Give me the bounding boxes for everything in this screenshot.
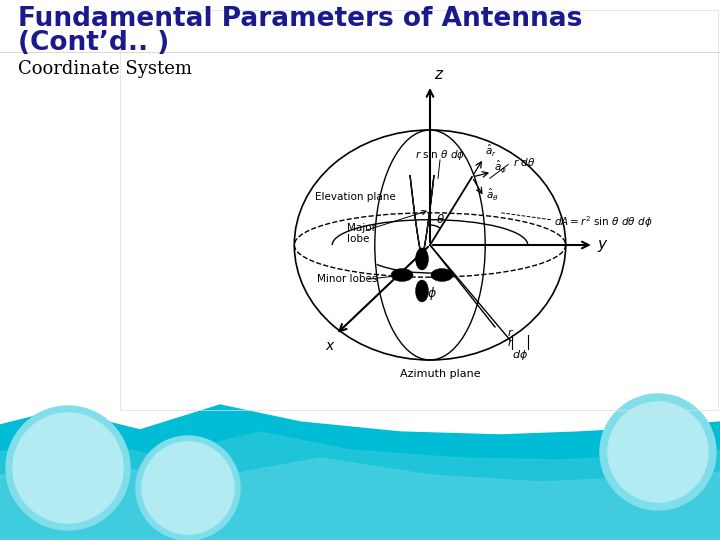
Circle shape <box>13 413 123 523</box>
Polygon shape <box>0 458 720 540</box>
Polygon shape <box>0 405 720 540</box>
Bar <box>120 10 718 410</box>
Circle shape <box>142 442 234 534</box>
Text: $\phi$: $\phi$ <box>427 285 437 302</box>
Circle shape <box>6 406 130 530</box>
Text: $d\phi$: $d\phi$ <box>512 348 528 362</box>
Text: Elevation plane: Elevation plane <box>315 192 396 202</box>
Text: Fundamental Parameters of Antennas: Fundamental Parameters of Antennas <box>18 6 582 32</box>
Text: Minor lobes: Minor lobes <box>318 274 378 285</box>
Text: $\hat{a}_r$: $\hat{a}_r$ <box>485 143 496 159</box>
Text: Coordinate System: Coordinate System <box>18 60 192 78</box>
Text: x: x <box>325 339 333 353</box>
Ellipse shape <box>415 248 428 270</box>
Text: y: y <box>598 238 607 253</box>
Circle shape <box>600 394 716 510</box>
Polygon shape <box>410 175 434 257</box>
Polygon shape <box>0 432 720 540</box>
Text: $\theta$: $\theta$ <box>436 213 445 226</box>
Text: z: z <box>434 67 442 82</box>
Text: r: r <box>508 328 513 338</box>
Text: Azimuth plane: Azimuth plane <box>400 369 480 379</box>
Bar <box>120 10 720 410</box>
Text: $\hat{a}_\phi$: $\hat{a}_\phi$ <box>494 158 507 175</box>
Circle shape <box>136 436 240 540</box>
Ellipse shape <box>391 268 413 281</box>
Text: (Cont’d.. ): (Cont’d.. ) <box>18 30 169 56</box>
Ellipse shape <box>431 268 453 281</box>
Text: $dA = r^2$ sin $\theta$ $d\theta$ $d\phi$: $dA = r^2$ sin $\theta$ $d\theta$ $d\phi… <box>554 214 653 230</box>
Text: $r$ $d\theta$: $r$ $d\theta$ <box>513 156 535 168</box>
Text: r: r <box>508 338 513 348</box>
Circle shape <box>608 402 708 502</box>
Text: Major
lobe: Major lobe <box>347 222 376 244</box>
Text: $\hat{a}_\theta$: $\hat{a}_\theta$ <box>486 187 499 203</box>
Ellipse shape <box>415 280 428 302</box>
Text: $r$ sin $\theta$ $d\phi$: $r$ sin $\theta$ $d\phi$ <box>415 148 465 163</box>
